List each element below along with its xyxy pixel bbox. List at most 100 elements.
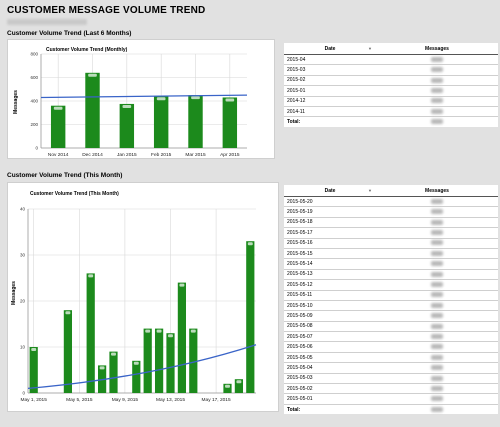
redacted-value	[431, 323, 443, 329]
table-row[interactable]: 2015-05-11	[284, 290, 498, 301]
table-row[interactable]: 2015-05-02	[284, 383, 498, 395]
total-value	[376, 404, 498, 414]
redacted-value	[431, 292, 443, 298]
redacted-value	[431, 219, 443, 225]
table-row[interactable]: 2015-05-10	[284, 300, 498, 312]
daily-bar[interactable]	[109, 351, 118, 393]
daily-bar[interactable]	[166, 333, 175, 393]
daily-bar[interactable]	[154, 328, 164, 393]
messages-column-header[interactable]: Messages	[376, 43, 498, 55]
date-column-header[interactable]: Date ▼	[284, 43, 376, 55]
redacted-value	[431, 198, 443, 204]
table-row[interactable]: 2015-05-04	[284, 362, 498, 374]
daily-chart-title: Customer Volume Trend (This Month)	[30, 191, 119, 197]
table-row[interactable]: 2015-05-18	[284, 217, 498, 229]
daily-y-axis-label: Messages	[11, 281, 17, 305]
table-row[interactable]: 2015-05-13	[284, 269, 498, 281]
sort-arrow-icon: ▼	[368, 188, 372, 193]
daily-bar[interactable]	[29, 347, 38, 393]
table-row[interactable]: 2015-01	[284, 85, 498, 97]
table-row[interactable]: 2015-05-12	[284, 279, 498, 291]
daily-x-tick-label: May 13, 2015	[156, 397, 185, 403]
table-row[interactable]: 2015-05-08	[284, 321, 498, 333]
table-row[interactable]: 2015-05-20	[284, 196, 498, 208]
daily-bar-value-label	[236, 380, 242, 384]
monthly-bar[interactable]	[50, 105, 66, 148]
monthly-y-axis-label: Messages	[13, 90, 19, 114]
table-row[interactable]: 2015-05-16	[284, 238, 498, 249]
messages-cell	[376, 373, 498, 385]
table-row[interactable]: 2015-05-01	[284, 393, 498, 405]
table-row[interactable]: 2015-05-09	[284, 310, 498, 322]
daily-bar[interactable]	[223, 383, 232, 393]
daily-bar[interactable]	[143, 328, 152, 393]
date-cell: 2015-05-02	[284, 383, 376, 395]
date-cell: 2015-05-17	[284, 227, 376, 239]
monthly-table: Date ▼ Messages 2015-04 2015-03 2015-02 2015…	[284, 43, 498, 127]
date-cell: 2015-05-20	[284, 196, 376, 208]
redacted-value	[431, 261, 443, 267]
table-row[interactable]: 2015-05-06	[284, 341, 498, 353]
redacted-value	[431, 77, 443, 83]
date-cell: 2015-05-04	[284, 362, 376, 374]
daily-bar-value-label	[111, 352, 116, 356]
date-column-header[interactable]: Date ▼	[284, 185, 376, 197]
total-row: Total:	[284, 404, 498, 414]
messages-cell	[376, 362, 498, 374]
date-cell: 2015-05-05	[284, 352, 376, 364]
date-header-label: Date	[324, 45, 336, 52]
messages-column-header[interactable]: Messages	[376, 185, 498, 197]
date-cell: 2015-05-03	[284, 373, 376, 385]
messages-cell	[376, 106, 498, 118]
sort-arrow-icon: ▼	[368, 46, 372, 51]
table-row[interactable]: 2015-04	[284, 54, 498, 66]
monthly-bar[interactable]	[188, 95, 203, 148]
daily-table-header: Date ▼ Messages	[284, 185, 498, 197]
table-row[interactable]: 2015-05-17	[284, 227, 498, 239]
daily-bar[interactable]	[63, 310, 73, 393]
date-cell: 2015-05-16	[284, 238, 376, 249]
messages-cell	[376, 393, 498, 405]
date-cell: 2015-05-09	[284, 310, 376, 322]
messages-cell	[376, 238, 498, 249]
redacted-value	[431, 365, 443, 371]
redacted-value	[431, 271, 443, 277]
table-row[interactable]: 2015-05-03	[284, 373, 498, 385]
table-row[interactable]: 2015-05-07	[284, 331, 498, 343]
table-row[interactable]: 2014-11	[284, 106, 498, 118]
daily-bar[interactable]	[132, 360, 141, 393]
monthly-bar[interactable]	[119, 103, 135, 148]
daily-bar[interactable]	[86, 273, 95, 393]
daily-bar[interactable]	[177, 282, 187, 393]
daily-bar-value-label	[145, 329, 151, 333]
daily-bar[interactable]	[246, 241, 255, 393]
daily-bar[interactable]	[189, 328, 198, 393]
table-row[interactable]: 2015-03	[284, 64, 498, 76]
monthly-bar[interactable]	[153, 96, 169, 148]
monthly-bar[interactable]	[222, 97, 238, 148]
daily-x-tick-label: May 9, 2015	[112, 397, 139, 403]
daily-bar-value-label	[247, 242, 253, 246]
table-row[interactable]: 2015-02	[284, 75, 498, 87]
table-row[interactable]: 2015-05-15	[284, 248, 498, 260]
table-row[interactable]: 2015-05-19	[284, 206, 498, 218]
daily-section-title: Customer Volume Trend (This Month)	[7, 172, 123, 179]
messages-cell	[376, 269, 498, 281]
monthly-x-tick-label: Nov 2014	[48, 152, 69, 158]
table-row[interactable]: 2015-05-05	[284, 352, 498, 364]
redacted-value	[431, 56, 443, 62]
daily-bar[interactable]	[234, 379, 244, 393]
redacted-value	[431, 98, 443, 104]
monthly-chart-panel: Customer Volume Trend (Monthly) Messages…	[7, 39, 275, 159]
monthly-trendline	[40, 94, 248, 99]
date-cell: 2015-05-07	[284, 331, 376, 343]
monthly-bar[interactable]	[85, 72, 100, 148]
daily-bar-value-label	[133, 361, 139, 365]
redacted-value	[431, 354, 443, 360]
table-row[interactable]: 2014-12	[284, 96, 498, 107]
messages-cell	[376, 341, 498, 353]
date-cell: 2015-05-08	[284, 321, 376, 333]
date-cell: 2015-05-12	[284, 279, 376, 291]
table-row[interactable]: 2015-05-14	[284, 258, 498, 270]
daily-y-tick-label: 20	[20, 299, 26, 304]
